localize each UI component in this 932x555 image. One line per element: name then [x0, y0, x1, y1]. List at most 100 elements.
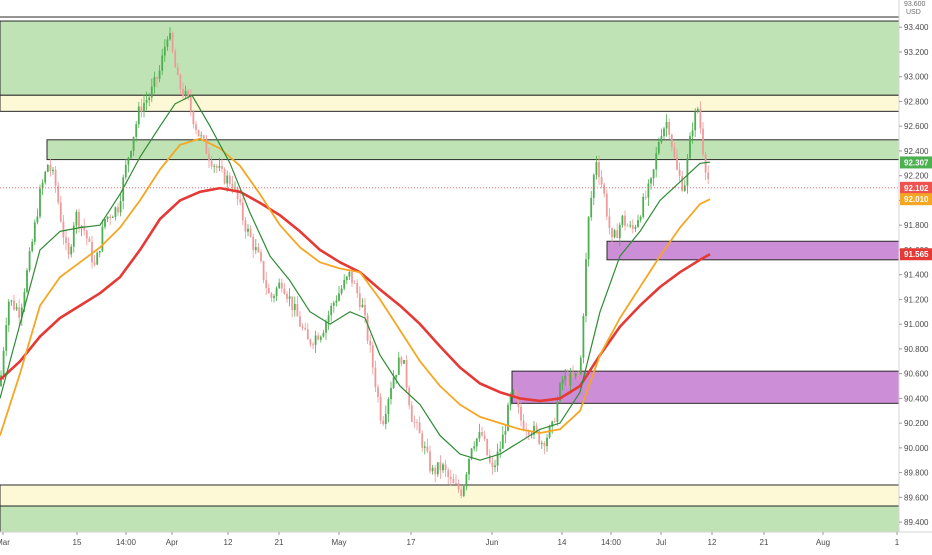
candle-body [150, 86, 153, 98]
x-tick-label: 21 [760, 538, 769, 547]
candle-body [681, 175, 684, 191]
candle-body [384, 414, 387, 425]
candle-body [293, 303, 296, 311]
y-tick-label: 91.800 [904, 221, 929, 230]
candle-body [470, 448, 473, 459]
candle-body [70, 246, 73, 255]
candle-body [356, 283, 359, 294]
candle-body [520, 406, 522, 421]
candle-body [83, 225, 86, 231]
price-badge [900, 193, 932, 206]
price-badge-label: 92.307 [904, 158, 929, 167]
candle-body [564, 375, 567, 380]
candle-body [655, 153, 658, 170]
candle-body [18, 307, 21, 318]
candle-body [124, 164, 127, 178]
candle-body [210, 160, 213, 167]
candle-body [176, 67, 179, 76]
candle-body [223, 169, 226, 184]
candle-body [603, 184, 606, 194]
candle-body [166, 39, 169, 47]
candle-body [145, 100, 148, 103]
candle-body [93, 262, 96, 265]
candle-body [444, 464, 447, 471]
candle-body [319, 336, 322, 340]
price-badges: 92.307 92.102 92.010 91.565 [900, 156, 932, 261]
candle-body [702, 128, 704, 155]
currency-label: USD [906, 9, 921, 16]
candle-body [408, 387, 411, 406]
candle-body [652, 169, 655, 179]
candle-body [187, 90, 190, 98]
candle-body [200, 135, 203, 137]
candle-body [527, 431, 530, 435]
candle-body [262, 261, 265, 281]
candle-body [598, 162, 600, 177]
candle-body [213, 165, 216, 167]
candle-body [343, 280, 346, 289]
candle-body [559, 383, 561, 402]
candle-body [400, 357, 403, 364]
candle-body [704, 154, 707, 173]
candle-body [405, 360, 408, 388]
candle-body [49, 164, 52, 171]
candle-body [171, 33, 174, 52]
candle-body [379, 397, 382, 421]
candle-body [504, 430, 507, 435]
candle-body [143, 102, 145, 112]
y-tick-label: 90.400 [904, 394, 929, 403]
candle-body [569, 373, 572, 386]
candle-body [613, 230, 616, 238]
x-tick-label: Jun [486, 538, 499, 547]
candle-body [117, 207, 119, 213]
candle-body [325, 322, 327, 333]
x-tick-label: 14:00 [116, 538, 137, 547]
y-tick-label: 90.000 [904, 444, 929, 453]
candle-body [46, 164, 49, 172]
candle-body [600, 176, 603, 185]
price-axis-background [899, 0, 932, 550]
candle-body [80, 225, 83, 228]
candle-body [455, 483, 457, 484]
candle-body [54, 169, 57, 186]
price-badge-label: 92.010 [904, 195, 929, 204]
candle-body [449, 477, 452, 480]
candle-body [132, 136, 135, 151]
candle-body [109, 216, 112, 219]
candle-body [20, 307, 23, 318]
candle-body [413, 421, 416, 423]
candle-body [665, 121, 668, 129]
candle-body [148, 97, 151, 101]
candle-body [0, 375, 2, 387]
candle-body [23, 291, 26, 308]
candle-body [254, 247, 257, 251]
candle-body [327, 315, 330, 323]
candle-body [517, 399, 520, 407]
candle-body [348, 271, 351, 277]
candle-body [278, 282, 281, 289]
candle-body [239, 199, 242, 203]
candle-body [283, 288, 286, 294]
price-badge [900, 248, 932, 261]
candle-body [686, 158, 689, 186]
candle-body [119, 201, 122, 213]
candle-body [88, 238, 91, 242]
candle-body [163, 46, 166, 56]
candle-body [33, 222, 36, 242]
candle-body [241, 202, 244, 221]
x-tick-label: 12 [224, 538, 233, 547]
candle-body [473, 446, 476, 449]
candle-body [179, 75, 182, 89]
candle-body [460, 489, 463, 496]
candle-body [657, 142, 660, 154]
candle-body [434, 467, 437, 475]
candle-body [208, 153, 210, 161]
candle-body [114, 207, 117, 217]
candle-body [31, 241, 34, 252]
candle-body [306, 329, 309, 340]
x-tick-label: 12 [708, 538, 717, 547]
candle-body [361, 304, 364, 308]
candle-body [267, 287, 270, 294]
